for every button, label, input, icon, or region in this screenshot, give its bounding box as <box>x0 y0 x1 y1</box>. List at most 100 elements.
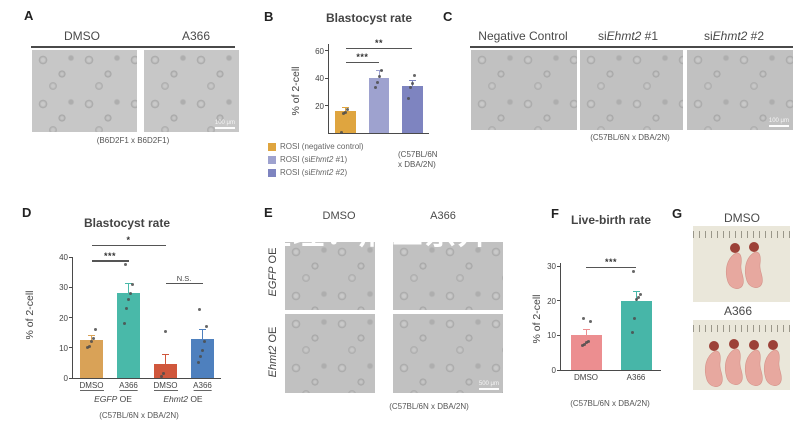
panel-a-header-line <box>31 46 235 48</box>
panel-f-chart: 0 10 20 30 DMSO A366 *** <box>547 257 661 382</box>
error-cap <box>582 329 590 331</box>
legend-item: ROSI (negative control) <box>268 140 364 153</box>
panel-d-group-ehmt2-oe: Ehmt2 OE <box>163 394 203 404</box>
error-cap <box>162 354 169 356</box>
y-tick-mark <box>557 300 561 302</box>
data-point <box>377 75 381 79</box>
data-point <box>588 320 592 324</box>
significance-label: *** <box>356 52 369 63</box>
data-point <box>94 328 97 332</box>
panel-g-photo-a366 <box>693 320 790 390</box>
data-point <box>410 82 414 86</box>
data-point <box>342 112 346 116</box>
y-tick-mark <box>557 334 561 336</box>
panel-b-letter: B <box>264 9 274 24</box>
panel-c-micrograph-siehmt2-2: 100 μm <box>687 50 793 130</box>
significance-label: N.S. <box>176 274 192 284</box>
y-tick-label: 10 <box>547 331 556 341</box>
y-tick-label: 60 <box>315 46 324 56</box>
data-point <box>125 306 128 310</box>
data-point <box>164 329 167 333</box>
panel-d-caption: (C57BL/6N x DBA/2N) <box>99 411 179 420</box>
panel-e-caption: (C57BL/6N x DBA/2N) <box>389 402 469 411</box>
watermark: 整理：邢三京升 <box>260 219 491 248</box>
data-point <box>636 296 640 300</box>
error-cap <box>125 283 132 285</box>
panel-c-micrograph-siehmt2-1 <box>580 50 683 130</box>
panel-f-caption: (C57BL/6N x DBA/2N) <box>570 399 650 408</box>
error-cap <box>162 372 169 374</box>
y-tick-mark <box>69 347 73 349</box>
data-point <box>412 74 416 77</box>
panel-d-chart: 0 10 20 30 40 DMSO A366 DMSO A366 *** * N.S. <box>59 235 221 391</box>
data-point <box>630 330 634 334</box>
error-cap <box>375 70 383 72</box>
panel-a-micrograph-a366: 100 μm <box>144 50 239 132</box>
panel-g-label-a366: A366 <box>723 304 753 318</box>
significance-label: *** <box>103 250 117 261</box>
y-tick-mark <box>557 265 561 267</box>
data-point <box>129 291 132 295</box>
legend-item: ROSI (siEhmt2 #2) <box>268 166 364 179</box>
error-cap <box>375 84 383 86</box>
panel-c-label-negative-control: Negative Control <box>478 29 568 43</box>
panel-d-letter: D <box>22 205 32 220</box>
y-tick-label: 20 <box>59 313 68 323</box>
panel-b-strain: (C57BL/6N x DBA/2N) <box>398 150 438 169</box>
panel-g-label-dmso: DMSO <box>724 211 760 225</box>
data-point <box>346 108 350 112</box>
data-point <box>160 375 163 378</box>
bar <box>117 293 140 378</box>
data-point <box>90 340 93 344</box>
y-tick-mark <box>557 369 561 371</box>
legend-swatch <box>268 168 276 177</box>
error-cap <box>125 301 132 303</box>
y-tick-label: 10 <box>59 343 68 353</box>
legend-item: ROSI (siEhmt2 #1) <box>268 153 364 166</box>
data-point <box>201 349 204 353</box>
y-tick-mark <box>69 377 73 379</box>
error-bar <box>378 71 380 86</box>
x-tick-label: A366 <box>119 381 138 391</box>
data-point <box>582 342 586 346</box>
y-tick-label: 30 <box>547 262 556 272</box>
error-bar <box>635 292 637 310</box>
data-point <box>88 344 91 348</box>
scale-bar: 100 μm <box>769 118 789 127</box>
significance-label: *** <box>604 257 618 268</box>
bar <box>402 86 423 133</box>
significance-line <box>91 245 166 247</box>
significance-label: * <box>126 235 131 246</box>
error-bar <box>585 330 587 341</box>
error-bar <box>128 284 129 303</box>
panel-c-letter: C <box>443 9 453 24</box>
panel-e-micrograph-ehmt2-dmso <box>285 314 375 393</box>
data-point <box>632 316 636 320</box>
panel-e-label-dmso: DMSO <box>322 210 356 222</box>
error-cap <box>408 79 416 81</box>
data-point <box>631 270 635 274</box>
panel-c-caption: (C57BL/6N x DBA/2N) <box>590 133 670 142</box>
panel-e-row-label-ehmt2-oe: Ehmt2 OE <box>267 326 279 378</box>
data-point <box>86 346 89 350</box>
data-point <box>197 361 200 365</box>
y-tick-mark <box>325 105 329 107</box>
panel-a-label-a366: A366 <box>181 29 211 43</box>
data-point <box>406 97 410 101</box>
data-point <box>580 344 584 348</box>
significance-line <box>586 267 636 269</box>
y-tick-mark <box>325 77 329 79</box>
panel-f-letter: F <box>551 206 559 221</box>
panel-a-letter: A <box>24 8 34 23</box>
x-tick-label: DMSO <box>153 381 178 391</box>
y-tick-mark <box>69 317 73 318</box>
error-bar <box>202 329 203 348</box>
panel-e-letter: E <box>264 205 273 220</box>
panel-b-title: Blastocyst rate <box>325 11 413 25</box>
panel-f-title: Live-birth rate <box>570 213 651 227</box>
legend-swatch <box>268 142 276 151</box>
x-tick-label: A366 <box>193 381 212 391</box>
panel-e-micrograph-egfp-a366 <box>393 242 503 310</box>
ruler <box>693 325 790 332</box>
ruler <box>693 231 790 238</box>
